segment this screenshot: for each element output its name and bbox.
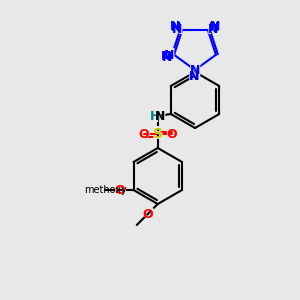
Text: N: N (189, 70, 199, 83)
Text: N: N (208, 20, 220, 35)
Text: N: N (188, 68, 200, 83)
Text: N: N (209, 21, 219, 34)
Text: H: H (150, 110, 160, 122)
Text: O: O (167, 128, 177, 140)
Text: O: O (165, 127, 178, 142)
Text: H: H (148, 109, 161, 124)
Text: N: N (210, 20, 220, 33)
Text: O: O (142, 208, 153, 220)
Text: N: N (171, 21, 181, 34)
Text: N: N (163, 48, 176, 63)
Text: N: N (207, 22, 219, 37)
Text: O: O (138, 128, 149, 140)
Text: N: N (153, 110, 166, 124)
Text: N: N (172, 23, 182, 36)
Text: methoxy: methoxy (84, 185, 127, 195)
Text: O: O (137, 127, 150, 142)
Text: O: O (114, 184, 125, 196)
Text: N: N (154, 110, 165, 124)
Text: N: N (170, 20, 180, 33)
Text: O: O (113, 182, 126, 197)
Text: N: N (170, 20, 182, 35)
Text: S: S (152, 125, 164, 143)
Text: N: N (189, 64, 201, 79)
Text: S: S (153, 127, 163, 141)
Text: N: N (161, 50, 173, 65)
Text: N: N (161, 50, 171, 63)
Text: N: N (190, 64, 200, 77)
Text: N: N (208, 23, 218, 36)
Text: N: N (164, 49, 174, 62)
Text: N: N (171, 22, 183, 37)
Text: N: N (189, 70, 199, 83)
Text: O: O (141, 206, 154, 221)
Text: N: N (162, 51, 172, 64)
